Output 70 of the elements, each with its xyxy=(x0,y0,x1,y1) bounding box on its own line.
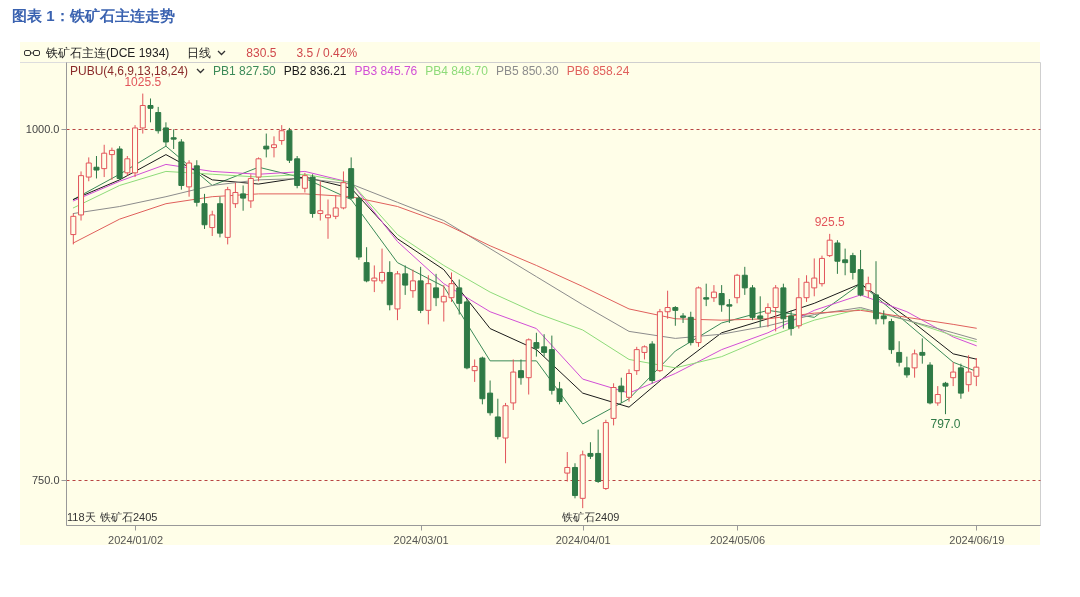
candlestick xyxy=(919,337,926,365)
y-tick-label: 750.0 xyxy=(31,473,60,486)
x-tick-label: 2024/01/02 xyxy=(108,533,164,546)
candlestick xyxy=(564,451,571,483)
candlestick xyxy=(865,276,872,299)
candlestick xyxy=(494,398,501,440)
candlestick xyxy=(371,264,378,293)
candlestick xyxy=(471,358,478,383)
annotation: 118天 xyxy=(67,510,96,525)
candlestick xyxy=(734,273,741,304)
candlestick xyxy=(672,305,679,327)
candlestick xyxy=(433,273,440,307)
candlestick xyxy=(93,155,100,179)
text: 830.5 xyxy=(246,46,277,60)
x-tick-label: 2024/03/01 xyxy=(393,533,449,546)
candlestick xyxy=(209,210,216,237)
candlestick xyxy=(240,184,247,212)
candlestick xyxy=(278,124,285,146)
x-tick-label: 2024/06/19 xyxy=(949,533,1005,546)
candlestick xyxy=(934,385,941,407)
candlestick xyxy=(85,156,92,182)
candlestick xyxy=(270,135,277,158)
text: PB4 848.70 xyxy=(425,64,488,78)
chart-title: 图表 1：铁矿石主连走势 xyxy=(12,7,175,26)
candlestick xyxy=(517,358,524,386)
text: PB1 827.50 xyxy=(213,64,276,78)
annotation: 925.5 xyxy=(814,214,846,229)
annotation: 铁矿石2405 xyxy=(100,510,158,525)
candlestick xyxy=(155,106,162,135)
candlestick xyxy=(409,269,416,299)
text: 3.5 / 0.42% xyxy=(296,46,358,60)
text: PB3 845.76 xyxy=(354,64,418,78)
candlestick xyxy=(325,199,332,240)
text: PB6 858.24 xyxy=(566,64,630,78)
candlestick xyxy=(255,156,262,182)
candlestick xyxy=(826,233,833,258)
candlestick xyxy=(186,159,193,198)
candlestick xyxy=(379,248,386,285)
x-tick-label: 2024/04/01 xyxy=(555,533,611,546)
candlestick xyxy=(101,144,108,178)
annotation: 797.0 xyxy=(930,417,961,432)
candlestick xyxy=(201,193,208,230)
x-tick-label: 2024/05/06 xyxy=(710,533,766,546)
candlestick xyxy=(147,97,154,123)
candlestick xyxy=(942,381,949,415)
candlestick xyxy=(139,93,146,135)
candlestick xyxy=(911,349,918,379)
candlestick xyxy=(402,264,409,296)
candlestick xyxy=(456,278,463,316)
candlestick xyxy=(680,312,687,324)
text: PB5 850.30 xyxy=(495,64,559,78)
candlestick xyxy=(363,246,370,283)
candlestick xyxy=(124,155,131,177)
annotation: 铁矿石2409 xyxy=(562,510,620,525)
candlestick xyxy=(626,368,633,403)
candlestick xyxy=(162,121,169,147)
text: 日线 xyxy=(187,44,212,62)
candlestick xyxy=(710,284,717,303)
candlestick xyxy=(170,128,177,150)
candlestick xyxy=(703,283,710,307)
candlestick xyxy=(896,340,903,367)
candlestick xyxy=(903,356,910,379)
text: PB2 836.21 xyxy=(283,64,347,78)
y-tick-label: 1000.0 xyxy=(25,122,60,135)
candlestick xyxy=(618,377,625,404)
candlestick xyxy=(950,361,957,387)
candlestick xyxy=(263,133,270,158)
chart-subtitle: 铁矿石主连(DCE 1934) xyxy=(46,44,170,62)
candlestick xyxy=(873,260,880,325)
candlestick xyxy=(108,147,115,181)
